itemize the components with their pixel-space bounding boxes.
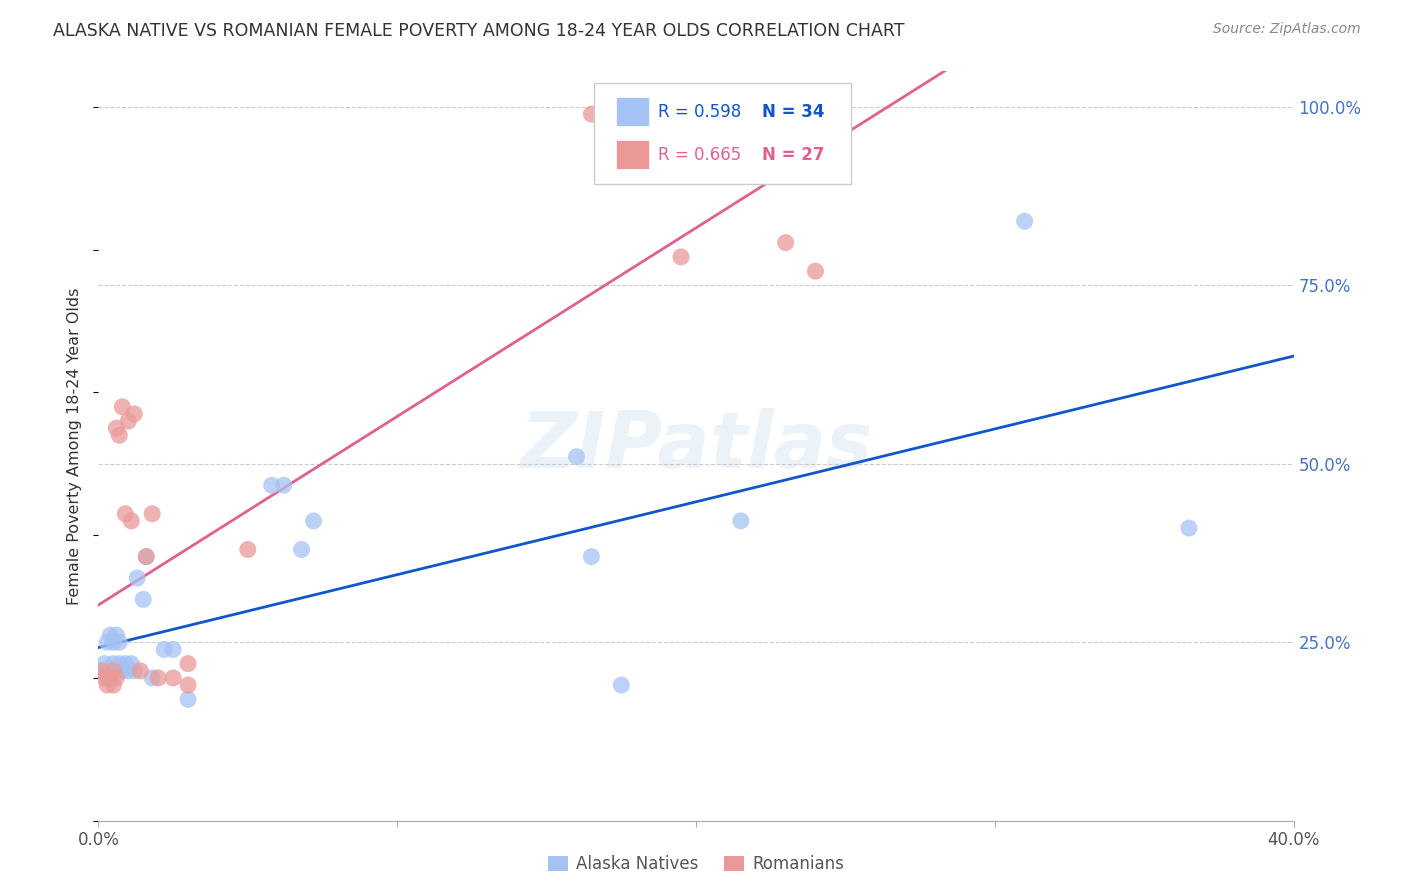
Point bbox=[162, 642, 184, 657]
Point bbox=[124, 664, 146, 678]
Text: N = 27: N = 27 bbox=[762, 145, 824, 164]
Text: R = 0.665: R = 0.665 bbox=[658, 145, 741, 164]
Point bbox=[302, 514, 325, 528]
Point bbox=[153, 642, 176, 657]
Point bbox=[1178, 521, 1201, 535]
Point bbox=[108, 657, 131, 671]
Point bbox=[120, 657, 142, 671]
FancyBboxPatch shape bbox=[616, 140, 650, 169]
Point bbox=[291, 542, 314, 557]
Point bbox=[96, 635, 118, 649]
Point bbox=[565, 450, 588, 464]
Point bbox=[98, 671, 122, 685]
Point bbox=[103, 678, 125, 692]
Point bbox=[108, 635, 131, 649]
Point bbox=[105, 664, 128, 678]
Point bbox=[117, 664, 139, 678]
Text: Source: ZipAtlas.com: Source: ZipAtlas.com bbox=[1213, 22, 1361, 37]
Point bbox=[93, 657, 115, 671]
Text: N = 34: N = 34 bbox=[762, 103, 824, 120]
Point bbox=[804, 264, 827, 278]
Point bbox=[114, 657, 136, 671]
Point bbox=[135, 549, 157, 564]
Point bbox=[96, 671, 118, 685]
Point bbox=[103, 635, 125, 649]
Text: R = 0.598: R = 0.598 bbox=[658, 103, 741, 120]
Text: ZIPatlas: ZIPatlas bbox=[520, 408, 872, 484]
Point bbox=[148, 671, 170, 685]
Point bbox=[96, 678, 118, 692]
Point bbox=[581, 549, 603, 564]
Point bbox=[1014, 214, 1036, 228]
Legend: Alaska Natives, Romanians: Alaska Natives, Romanians bbox=[541, 848, 851, 880]
Point bbox=[177, 678, 200, 692]
Point bbox=[610, 678, 633, 692]
Point bbox=[124, 407, 146, 421]
Point bbox=[132, 592, 155, 607]
Text: ALASKA NATIVE VS ROMANIAN FEMALE POVERTY AMONG 18-24 YEAR OLDS CORRELATION CHART: ALASKA NATIVE VS ROMANIAN FEMALE POVERTY… bbox=[53, 22, 905, 40]
Point bbox=[90, 664, 112, 678]
Point bbox=[127, 571, 149, 585]
Point bbox=[669, 250, 692, 264]
Point bbox=[108, 428, 131, 442]
Point bbox=[90, 664, 112, 678]
Point bbox=[98, 664, 122, 678]
Point bbox=[177, 692, 200, 706]
Point bbox=[730, 514, 752, 528]
Point bbox=[129, 664, 152, 678]
Point bbox=[260, 478, 283, 492]
Point bbox=[117, 414, 139, 428]
Point bbox=[775, 235, 797, 250]
Point bbox=[135, 549, 157, 564]
Point bbox=[103, 657, 125, 671]
FancyBboxPatch shape bbox=[595, 83, 852, 184]
Point bbox=[105, 421, 128, 435]
Point bbox=[141, 507, 163, 521]
Point bbox=[103, 664, 125, 678]
Point bbox=[111, 400, 134, 414]
Point bbox=[98, 628, 122, 642]
Point bbox=[111, 664, 134, 678]
Point bbox=[141, 671, 163, 685]
Point bbox=[105, 628, 128, 642]
Point bbox=[114, 507, 136, 521]
Point bbox=[626, 107, 648, 121]
Point bbox=[236, 542, 259, 557]
Point bbox=[120, 514, 142, 528]
Point bbox=[93, 671, 115, 685]
FancyBboxPatch shape bbox=[616, 97, 650, 126]
Point bbox=[105, 671, 128, 685]
Point bbox=[177, 657, 200, 671]
Point bbox=[162, 671, 184, 685]
Point bbox=[581, 107, 603, 121]
Point bbox=[273, 478, 295, 492]
Y-axis label: Female Poverty Among 18-24 Year Olds: Female Poverty Among 18-24 Year Olds bbox=[67, 287, 83, 605]
